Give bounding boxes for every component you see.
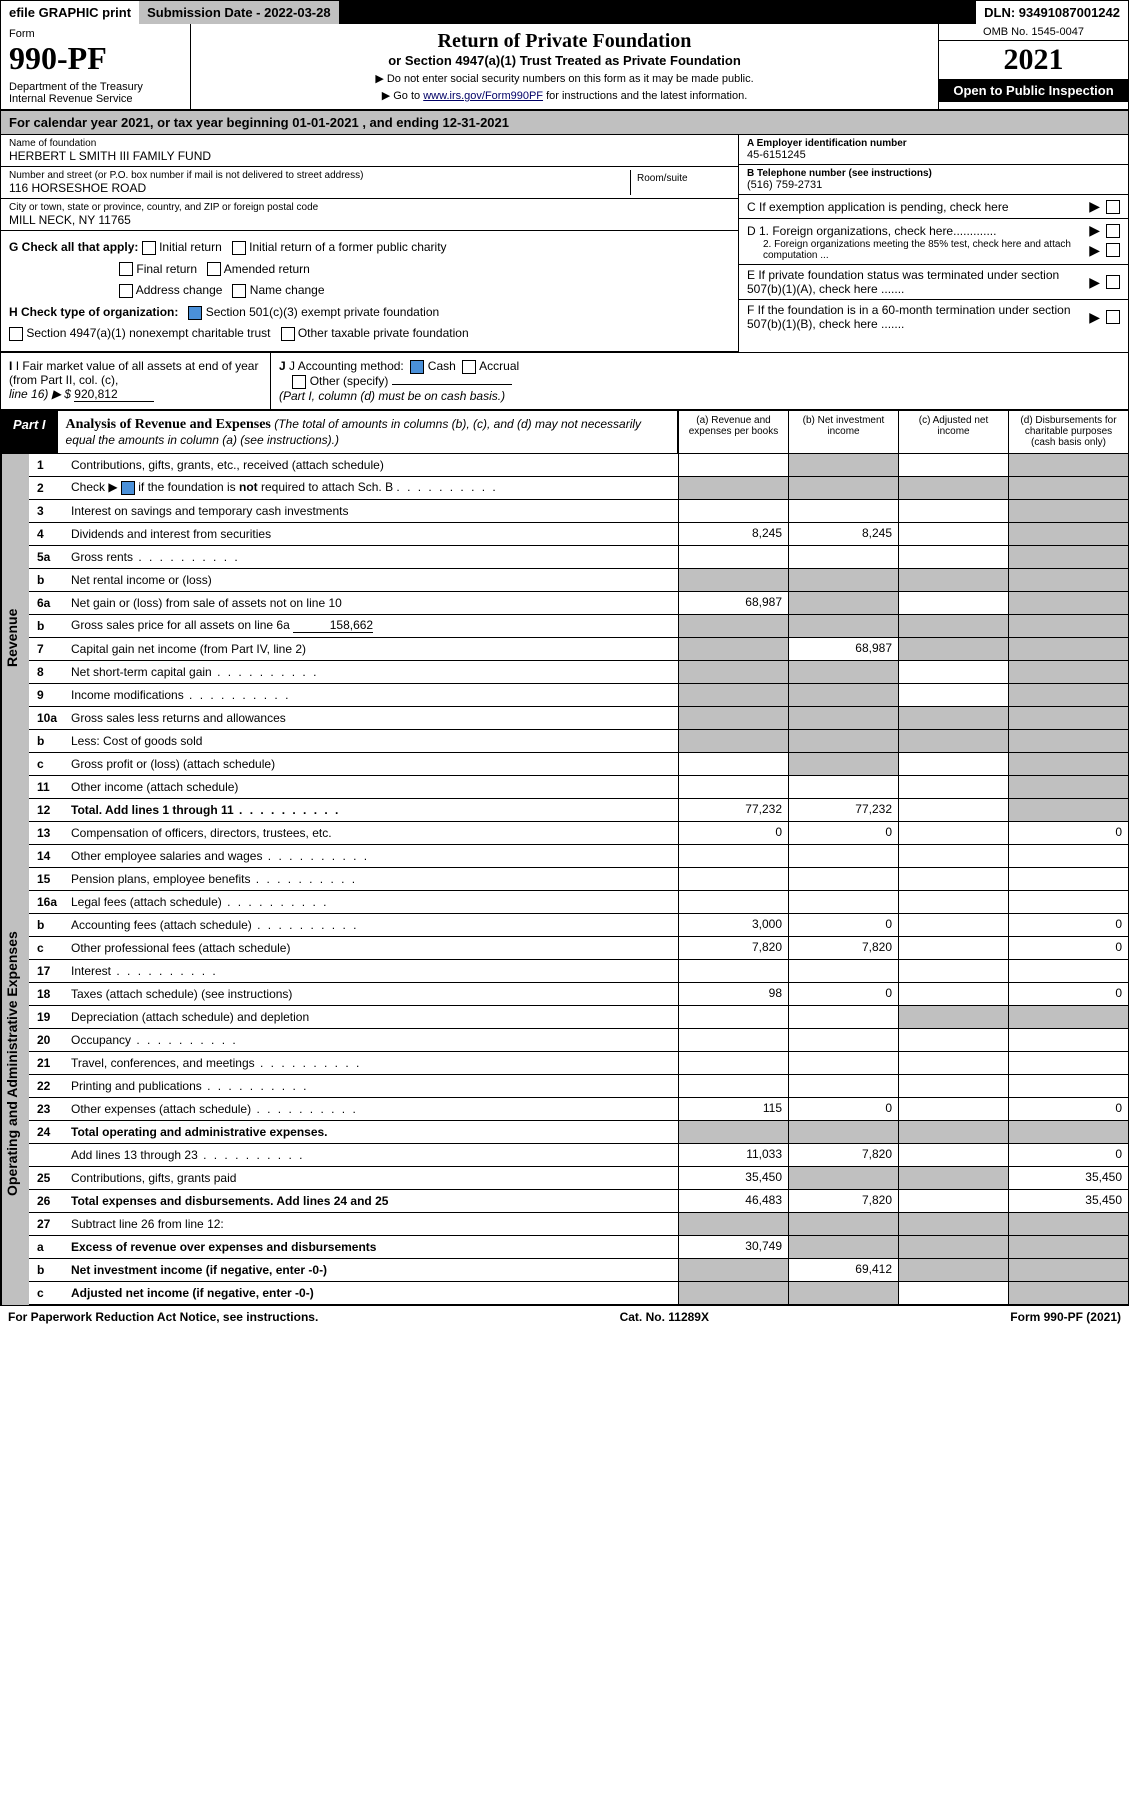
expenses-section: Operating and Administrative Expenses 13… xyxy=(1,822,1128,1305)
amended-check[interactable] xyxy=(207,262,221,276)
info-block: Name of foundation HERBERT L SMITH III F… xyxy=(1,135,1128,353)
form-title: Return of Private Foundation xyxy=(203,30,926,53)
note-link: ▶ Go to www.irs.gov/Form990PF for instru… xyxy=(203,89,926,102)
topbar: efile GRAPHIC print Submission Date - 20… xyxy=(1,1,1128,24)
4947-check[interactable] xyxy=(9,327,23,341)
ein-label: A Employer identification number xyxy=(747,138,907,149)
j-note: (Part I, column (d) must be on cash basi… xyxy=(279,389,505,403)
cash-check[interactable] xyxy=(410,360,424,374)
phone: (516) 759-2731 xyxy=(747,179,1120,191)
foundation-name: HERBERT L SMITH III FAMILY FUND xyxy=(9,149,730,163)
f-label: F If the foundation is in a 60-month ter… xyxy=(747,303,1083,331)
paperwork-notice: For Paperwork Reduction Act Notice, see … xyxy=(8,1310,318,1324)
addr-label: Number and street (or P.O. box number if… xyxy=(9,170,630,181)
ij-row: I I Fair market value of all assets at e… xyxy=(1,353,1128,411)
initial-public-check[interactable] xyxy=(232,241,246,255)
d2-check[interactable] xyxy=(1106,243,1120,257)
part1-header: Part I Analysis of Revenue and Expenses … xyxy=(1,411,1128,454)
city-label: City or town, state or province, country… xyxy=(9,202,730,213)
form-label: Form xyxy=(9,28,182,40)
schb-check[interactable] xyxy=(121,481,135,495)
submission-date: Submission Date - 2022-03-28 xyxy=(139,1,339,24)
form-number: 990-PF xyxy=(9,40,182,77)
open-public: Open to Public Inspection xyxy=(939,79,1128,102)
col-d-hdr: (d) Disbursements for charitable purpose… xyxy=(1008,411,1128,453)
form-container: efile GRAPHIC print Submission Date - 20… xyxy=(0,0,1129,1306)
e-check[interactable] xyxy=(1106,275,1120,289)
efile-label[interactable]: efile GRAPHIC print xyxy=(1,1,139,24)
c-check[interactable] xyxy=(1106,200,1120,214)
form-header: Form 990-PF Department of the TreasuryIn… xyxy=(1,24,1128,111)
h-row: H Check type of organization: Section 50… xyxy=(9,302,730,345)
calendar-year: For calendar year 2021, or tax year begi… xyxy=(1,111,1128,135)
other-method-check[interactable] xyxy=(292,375,306,389)
street-address: 116 HORSESHOE ROAD xyxy=(9,181,630,195)
fmv: 920,812 xyxy=(74,387,154,402)
part1-tag: Part I xyxy=(1,411,58,453)
accrual-check[interactable] xyxy=(462,360,476,374)
dln: DLN: 93491087001242 xyxy=(976,1,1128,24)
irs-link[interactable]: www.irs.gov/Form990PF xyxy=(423,90,543,102)
city-state-zip: MILL NECK, NY 11765 xyxy=(9,213,730,227)
e-label: E If private foundation status was termi… xyxy=(747,268,1083,296)
other-taxable-check[interactable] xyxy=(281,327,295,341)
d1-check[interactable] xyxy=(1106,224,1120,238)
expenses-label: Operating and Administrative Expenses xyxy=(1,822,29,1305)
room-label: Room/suite xyxy=(630,170,730,195)
name-label: Name of foundation xyxy=(9,138,730,149)
col-b-hdr: (b) Net investment income xyxy=(788,411,898,453)
form-ref: Form 990-PF (2021) xyxy=(1010,1310,1121,1324)
cat-no: Cat. No. 11289X xyxy=(620,1310,709,1324)
col-a-hdr: (a) Revenue and expenses per books xyxy=(678,411,788,453)
dept: Department of the TreasuryInternal Reven… xyxy=(9,81,182,105)
page-footer: For Paperwork Reduction Act Notice, see … xyxy=(0,1306,1129,1328)
form-subtitle: or Section 4947(a)(1) Trust Treated as P… xyxy=(203,53,926,68)
revenue-label: Revenue xyxy=(1,454,29,822)
phone-label: B Telephone number (see instructions) xyxy=(747,168,932,179)
addr-change-check[interactable] xyxy=(119,284,133,298)
c-label: C If exemption application is pending, c… xyxy=(747,200,1083,214)
ein: 45-6151245 xyxy=(747,149,1120,161)
f-check[interactable] xyxy=(1106,310,1120,324)
tax-year: 2021 xyxy=(939,41,1128,79)
initial-return-check[interactable] xyxy=(142,241,156,255)
501c3-check[interactable] xyxy=(188,306,202,320)
final-return-check[interactable] xyxy=(119,262,133,276)
revenue-section: Revenue 1Contributions, gifts, grants, e… xyxy=(1,454,1128,822)
col-c-hdr: (c) Adjusted net income xyxy=(898,411,1008,453)
g-row: G Check all that apply: Initial return I… xyxy=(9,237,730,302)
omb: OMB No. 1545-0047 xyxy=(939,24,1128,41)
d2-label: 2. Foreign organizations meeting the 85%… xyxy=(747,239,1083,261)
d1-label: D 1. Foreign organizations, check here..… xyxy=(747,224,1083,238)
note-ssn: ▶ Do not enter social security numbers o… xyxy=(203,72,926,85)
name-change-check[interactable] xyxy=(232,284,246,298)
